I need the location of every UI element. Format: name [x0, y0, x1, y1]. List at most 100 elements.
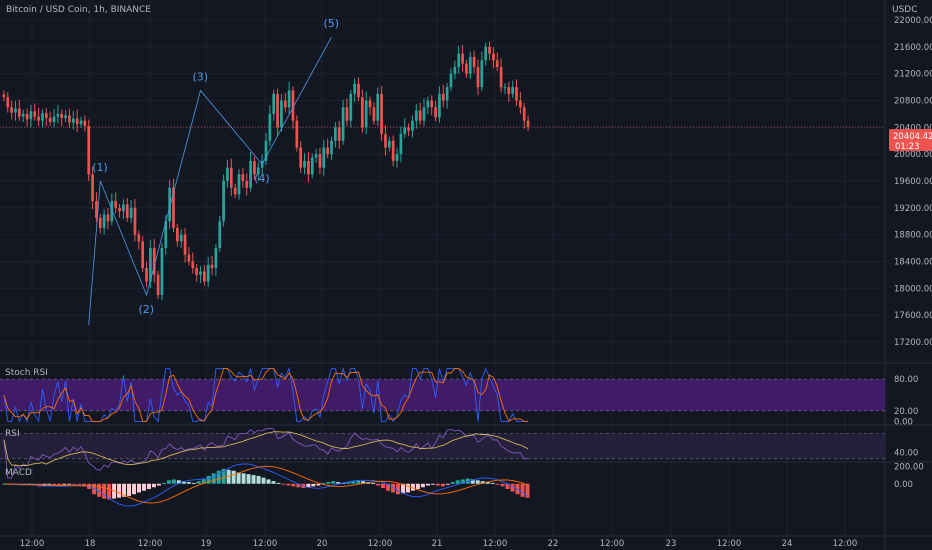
candle-body	[79, 120, 83, 125]
macd-histogram-bar	[67, 483, 72, 485]
rsi-lines	[3, 427, 529, 479]
pane-title-rsi[interactable]: RSI	[5, 429, 20, 439]
candle	[122, 199, 125, 220]
candle	[145, 261, 148, 287]
macd-histogram-bar	[435, 483, 440, 486]
macd-histogram-bar	[321, 482, 326, 484]
symbol-title[interactable]: Bitcoin / USD Coin, 1h, BINANCE	[6, 5, 151, 15]
time-tick-label: 12:00	[20, 539, 45, 549]
macd-histogram-bar	[405, 483, 410, 493]
candlestick-series	[2, 41, 530, 301]
candle	[391, 135, 395, 167]
macd-line	[4, 463, 528, 507]
pane-title-macd[interactable]: MACD	[5, 468, 32, 478]
candle-body	[337, 127, 341, 141]
candle	[206, 257, 210, 287]
candle-body	[48, 117, 52, 123]
macd-histogram-bar	[500, 483, 505, 487]
elliott-wave-path	[88, 36, 332, 326]
candle	[461, 44, 464, 72]
candle-body	[380, 93, 383, 135]
candle	[361, 89, 364, 133]
price-tick-label: 17600.00	[894, 311, 932, 321]
candle	[372, 102, 376, 125]
candle-body	[68, 115, 71, 123]
candle-body	[372, 107, 376, 121]
macd-histogram-bar	[361, 481, 366, 484]
candle-body	[495, 60, 499, 68]
time-tick-label: 21	[432, 539, 443, 549]
candle-body	[183, 234, 187, 255]
candle	[237, 169, 241, 200]
candle	[345, 98, 349, 127]
candle-body	[245, 181, 249, 188]
candle	[226, 159, 229, 188]
macd-histogram-bar	[191, 482, 196, 484]
candle-body	[71, 118, 75, 123]
candle	[499, 58, 503, 93]
time-tick-label: 24	[782, 539, 793, 549]
candle-body	[156, 274, 160, 295]
candle-body	[368, 100, 372, 108]
candle	[187, 247, 191, 266]
candle-body	[395, 154, 399, 161]
macd-histogram-bar	[410, 483, 415, 491]
macd-histogram-bar	[201, 478, 206, 484]
macd-histogram-bar	[306, 483, 311, 488]
candle	[430, 95, 434, 116]
candle	[75, 109, 79, 133]
macd-histogram-bar	[107, 483, 112, 500]
macd-histogram-bar	[376, 483, 381, 486]
candle-body	[391, 140, 395, 161]
candle-body	[387, 140, 391, 148]
macd-histogram-bar	[460, 479, 465, 484]
candle	[441, 85, 445, 108]
candle	[60, 109, 64, 127]
candle	[326, 138, 330, 159]
macd-histogram-bar	[445, 483, 450, 485]
candle-body	[511, 87, 515, 94]
time-axis[interactable]: 12:00 18 12:00 19 12:00 20 12:00 21 12:00 22 12:00…	[20, 539, 858, 549]
macd-histogram-bar	[336, 482, 341, 484]
last-price-value: 20404.42	[893, 132, 932, 142]
macd-histogram-bar	[97, 483, 102, 497]
macd-histogram-bar	[505, 483, 510, 489]
candle-body	[376, 93, 380, 121]
candle-body	[457, 53, 461, 68]
pane-title-stoch-rsi[interactable]: Stoch RSI	[5, 368, 48, 378]
candle	[168, 180, 171, 230]
candle-body	[6, 97, 10, 108]
candle-body	[52, 116, 56, 123]
candle	[10, 100, 13, 120]
candle	[349, 89, 353, 128]
candle-body	[64, 115, 67, 118]
macd-histogram-bar	[256, 475, 261, 484]
candle-body	[276, 93, 279, 128]
candle	[21, 109, 25, 123]
candle	[222, 174, 225, 227]
macd-tick-label: 200.00	[894, 462, 924, 472]
candle-body	[403, 127, 407, 135]
candle	[241, 167, 245, 188]
candle	[511, 80, 515, 98]
macd-histogram-bar	[117, 483, 122, 498]
candle-body	[14, 108, 17, 113]
candle-body	[488, 46, 491, 54]
macd-histogram-bar	[495, 483, 500, 485]
candle	[465, 59, 468, 78]
candle-body	[17, 108, 21, 117]
macd-histogram-bar	[271, 481, 276, 484]
time-tick-label: 12:00	[138, 539, 163, 549]
macd-histogram-bar	[141, 483, 146, 491]
macd-histogram-bar	[276, 482, 281, 484]
candle	[457, 45, 461, 74]
macd-histogram-bar	[371, 482, 376, 484]
candle	[422, 98, 426, 127]
macd-histogram-bar	[520, 483, 525, 497]
price-axis[interactable]: 17200.00 17600.00 18000.00 18400.00 18800.00…	[894, 16, 932, 490]
candle	[357, 77, 360, 102]
candle	[268, 105, 272, 147]
candle-body	[472, 56, 476, 68]
candle-body	[91, 174, 94, 202]
